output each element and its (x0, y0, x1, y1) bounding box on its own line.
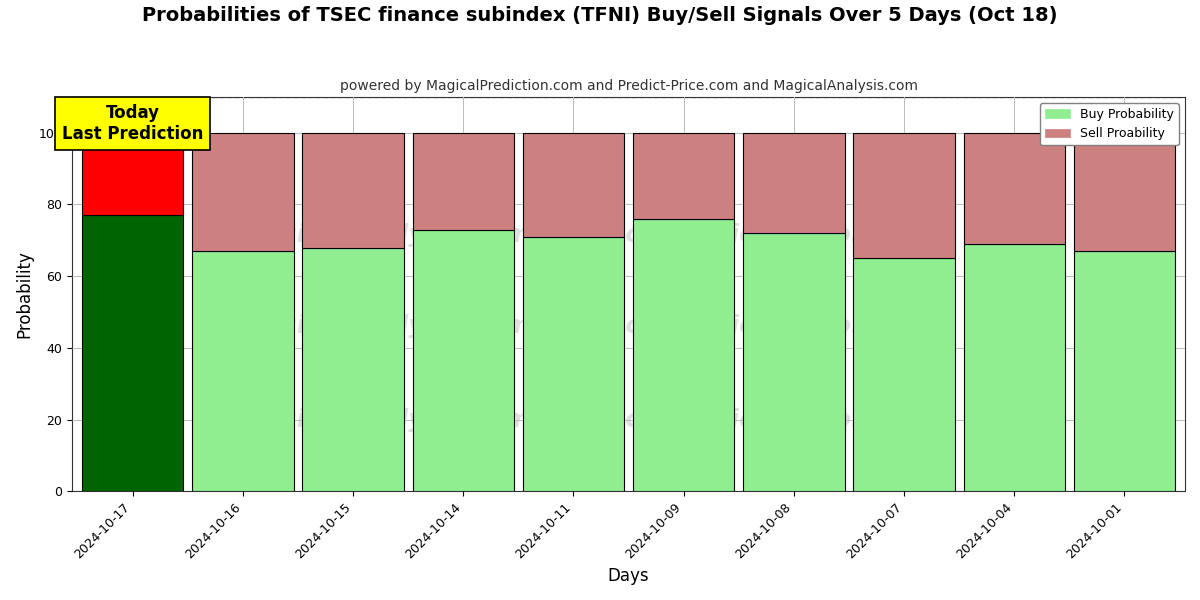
Bar (413, 230, 514, 491)
Text: MagicalAnalysis.com: MagicalAnalysis.com (238, 223, 530, 247)
Text: MagicalAnalysis.com: MagicalAnalysis.com (238, 314, 530, 338)
Bar (523, 133, 624, 237)
Bar (523, 237, 624, 491)
Text: Today
Last Prediction: Today Last Prediction (62, 104, 204, 143)
Bar (1074, 251, 1175, 491)
Bar (743, 233, 845, 491)
Bar (853, 133, 955, 258)
Bar (302, 248, 404, 491)
Y-axis label: Probability: Probability (16, 250, 34, 338)
Bar (82, 133, 184, 215)
Text: MagicalPrediction.com: MagicalPrediction.com (558, 223, 877, 247)
Bar (743, 133, 845, 233)
Bar (964, 244, 1064, 491)
Title: powered by MagicalPrediction.com and Predict-Price.com and MagicalAnalysis.com: powered by MagicalPrediction.com and Pre… (340, 79, 918, 93)
Bar (192, 251, 294, 491)
Bar (964, 133, 1064, 244)
X-axis label: Days: Days (607, 567, 649, 585)
Bar (632, 133, 734, 219)
Text: MagicalPrediction.com: MagicalPrediction.com (558, 314, 877, 338)
Text: Probabilities of TSEC finance subindex (TFNI) Buy/Sell Signals Over 5 Days (Oct : Probabilities of TSEC finance subindex (… (143, 6, 1057, 25)
Bar (632, 219, 734, 491)
Text: MagicalPrediction.com: MagicalPrediction.com (558, 408, 877, 432)
Bar (192, 133, 294, 251)
Legend: Buy Probability, Sell Proability: Buy Probability, Sell Proability (1040, 103, 1178, 145)
Bar (82, 215, 184, 491)
Bar (853, 258, 955, 491)
Bar (413, 133, 514, 230)
Bar (302, 133, 404, 248)
Bar (1074, 133, 1175, 251)
Text: MagicalAnalysis.com: MagicalAnalysis.com (238, 408, 530, 432)
